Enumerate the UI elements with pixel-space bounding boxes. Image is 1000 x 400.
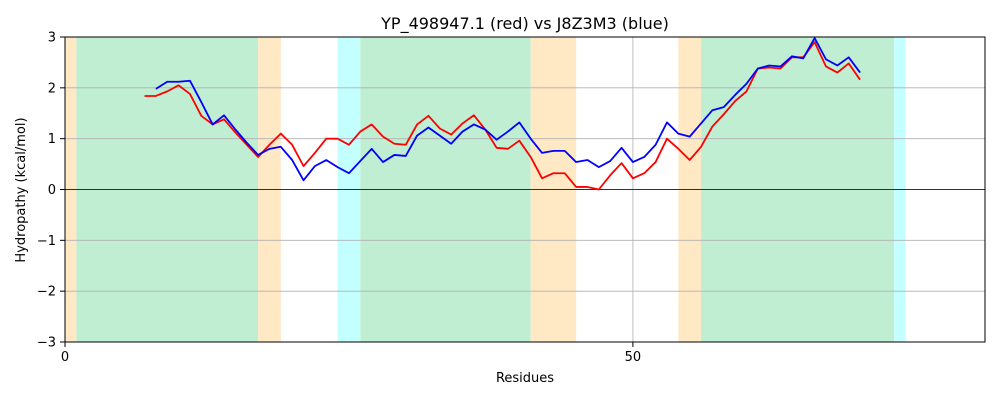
y-tick-label-6: 3 [48,31,56,46]
y-tick-label-2: −1 [37,234,56,249]
y-axis-label: Hydropathy (kcal/mol) [14,117,29,262]
series-line-1 [155,37,861,182]
y-tick-label-4: 1 [48,132,56,147]
x-ticks: 0 50 [61,342,641,365]
y-tick-label-0: −3 [37,336,56,351]
x-axis-label: Residues [496,371,554,386]
series-lines [144,37,861,191]
y-tick-label-5: 2 [48,81,56,96]
x-tick-label-0: 0 [61,350,69,365]
y-ticks: −3 −2 −1 0 1 2 3 [37,31,65,351]
chart-title: YP_498947.1 (red) vs J8Z3M3 (blue) [380,14,669,34]
x-tick-label-1: 50 [625,350,642,365]
y-tick-label-1: −2 [37,285,56,300]
y-tick-label-3: 0 [48,183,56,198]
